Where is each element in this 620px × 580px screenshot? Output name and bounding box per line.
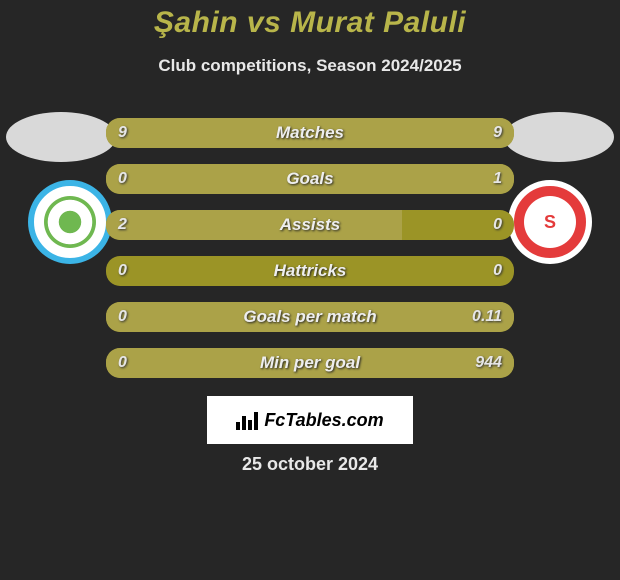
stat-right-value: 0 bbox=[493, 210, 502, 240]
stat-right-value: 9 bbox=[493, 118, 502, 148]
stat-row-assists: 2 Assists 0 bbox=[106, 210, 514, 240]
stat-right-value: 1 bbox=[493, 164, 502, 194]
stat-row-goals-per-match: 0 Goals per match 0.11 bbox=[106, 302, 514, 332]
brand-box[interactable]: FcTables.com bbox=[207, 396, 413, 444]
stat-label: Min per goal bbox=[106, 348, 514, 378]
club-badge-left bbox=[28, 180, 112, 264]
stat-right-value: 944 bbox=[475, 348, 502, 378]
stat-label: Goals bbox=[106, 164, 514, 194]
stat-row-goals: 0 Goals 1 bbox=[106, 164, 514, 194]
stat-label: Goals per match bbox=[106, 302, 514, 332]
stat-right-value: 0 bbox=[493, 256, 502, 286]
stat-row-hattricks: 0 Hattricks 0 bbox=[106, 256, 514, 286]
brand-text: FcTables.com bbox=[264, 410, 383, 431]
club-badge-right-inner: S bbox=[524, 196, 576, 248]
stat-label: Assists bbox=[106, 210, 514, 240]
player-silhouette-right bbox=[504, 112, 614, 162]
page-subtitle: Club competitions, Season 2024/2025 bbox=[0, 56, 620, 76]
stat-label: Hattricks bbox=[106, 256, 514, 286]
club-badge-left-inner bbox=[44, 196, 96, 248]
stat-label: Matches bbox=[106, 118, 514, 148]
stat-row-matches: 9 Matches 9 bbox=[106, 118, 514, 148]
footer-date: 25 october 2024 bbox=[0, 454, 620, 475]
player-silhouette-left bbox=[6, 112, 116, 162]
stat-right-value: 0.11 bbox=[472, 302, 502, 332]
stat-row-min-per-goal: 0 Min per goal 944 bbox=[106, 348, 514, 378]
bar-chart-icon bbox=[236, 410, 258, 430]
club-badge-right: S bbox=[508, 180, 592, 264]
stat-rows: 9 Matches 9 0 Goals 1 2 Assists 0 0 Hatt… bbox=[106, 118, 514, 394]
page-title: Şahin vs Murat Paluli bbox=[0, 0, 620, 40]
